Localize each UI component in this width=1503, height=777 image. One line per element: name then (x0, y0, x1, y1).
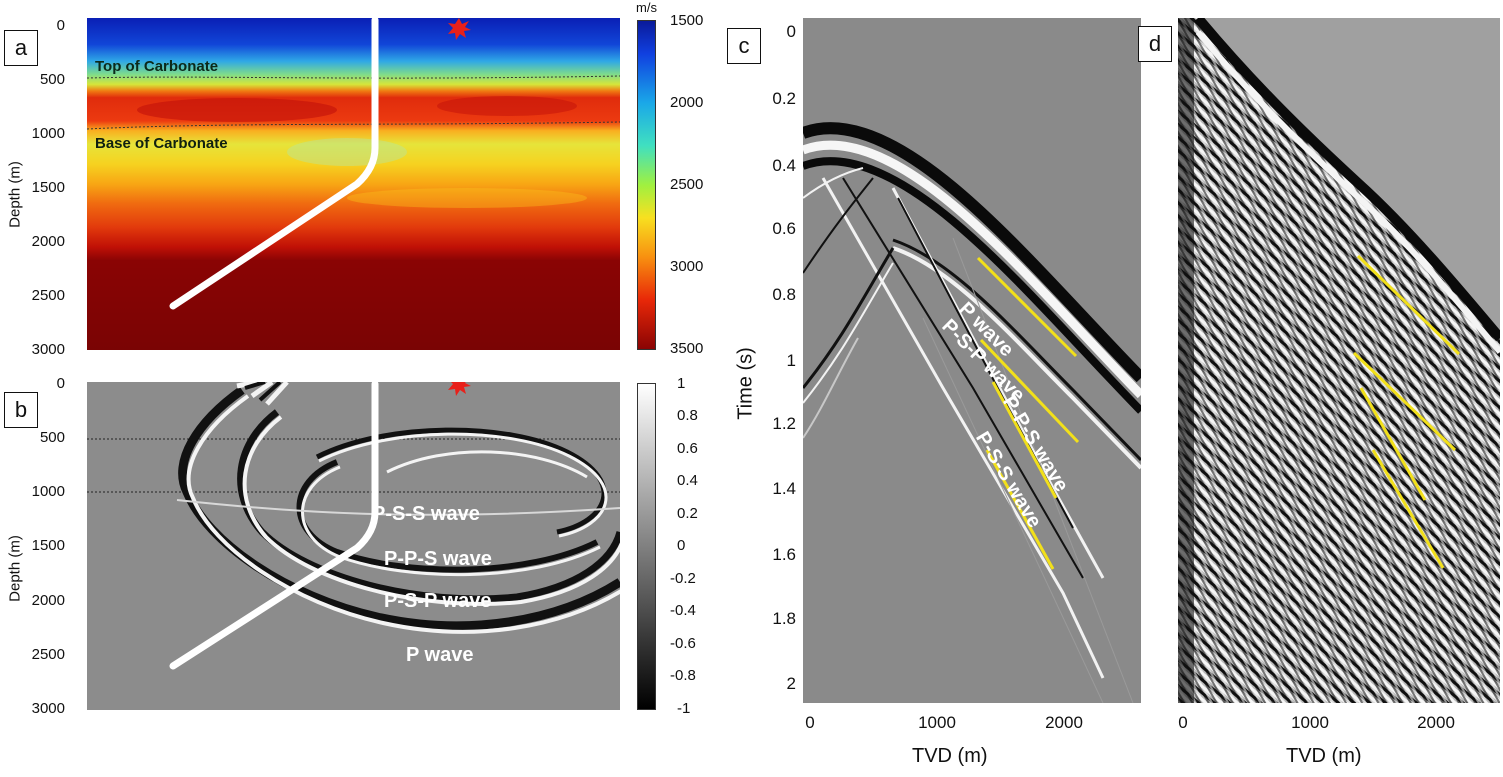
ytick: 2 (786, 674, 796, 693)
cbar-tick: -0.6 (670, 635, 696, 652)
cbar-tick: 0 (677, 537, 686, 554)
cbar-tick: 2000 (670, 94, 704, 111)
xtick: 2000 (1417, 713, 1455, 732)
source-star-icon (448, 382, 471, 396)
panel-b-wavefield: P-S-S wave P-P-S wave P-S-P wave P wave (87, 382, 620, 710)
ytick: 0.6 (772, 219, 796, 238)
ytick: 1.6 (772, 545, 796, 564)
horizon-base-label: Base of Carbonate (95, 135, 228, 152)
ytick: 1500 (31, 537, 65, 554)
wave-label-p: P wave (406, 644, 474, 666)
ytick: 0.4 (772, 156, 796, 175)
ytick: 0.2 (772, 89, 796, 108)
wave-label-psp: P-S-P wave (384, 590, 492, 612)
ytick: 1500 (31, 179, 65, 196)
cbar-tick: 1500 (670, 12, 704, 29)
ytick: 3000 (31, 341, 65, 358)
panel-c-xlabel: TVD (m) (912, 745, 988, 767)
cbar-tick: -0.8 (670, 667, 696, 684)
ytick: 0.8 (772, 285, 796, 304)
cbar-tick: 1 (677, 375, 686, 392)
xtick: 1000 (1291, 713, 1329, 732)
ytick: 1.2 (772, 414, 796, 433)
ytick: 0 (56, 375, 65, 392)
horizon-top-label: Top of Carbonate (95, 58, 219, 75)
xtick: 1000 (918, 713, 956, 732)
cbar-tick: 2500 (670, 176, 704, 193)
panel-c-label: c (727, 28, 761, 64)
panel-d-field-vsp (1178, 18, 1500, 703)
cbar-tick: 3000 (670, 258, 704, 275)
wave-label-pps: P-P-S wave (384, 548, 492, 570)
cbar-tick: 0.4 (677, 472, 698, 489)
ytick: 1.4 (772, 479, 796, 498)
xtick: 2000 (1045, 713, 1083, 732)
ytick: 0 (56, 17, 65, 34)
ytick: 500 (39, 429, 65, 446)
ytick: 1000 (31, 483, 65, 500)
ytick: 1 (786, 351, 796, 370)
source-star-icon (448, 18, 471, 40)
cbar-tick: -0.2 (670, 570, 696, 587)
ytick: 2500 (31, 646, 65, 663)
cbar-tick: 3500 (670, 340, 704, 357)
xtick: 0 (1178, 713, 1188, 732)
ytick: 2500 (31, 287, 65, 304)
panel-b-label: b (4, 392, 38, 428)
panel-d-label: d (1138, 26, 1172, 62)
ytick: 500 (39, 71, 65, 88)
cbar-tick: 0.2 (677, 505, 698, 522)
cbar-tick: 0.6 (677, 440, 698, 457)
ytick: 2000 (31, 233, 65, 250)
colorbar-b (637, 383, 656, 710)
ytick: 3000 (31, 700, 65, 717)
cbar-tick: 0.8 (677, 407, 698, 424)
cbar-tick: -1 (677, 700, 691, 717)
cbar-tick: -0.4 (670, 602, 696, 619)
colorbar-a-unit: m/s (636, 0, 657, 15)
ytick: 0 (786, 22, 796, 41)
ytick: 1000 (31, 125, 65, 142)
panel-a-label: a (4, 30, 38, 66)
wave-label-pss: P-S-S wave (372, 503, 480, 525)
panel-c-synthetic-vsp: P wave P-S-P wave P-P-S wave P-S-S wave (803, 18, 1141, 703)
xtick: 0 (805, 713, 815, 732)
ytick: 2000 (31, 592, 65, 609)
colorbar-a (637, 20, 656, 350)
panel-a-velocity-model: Top of Carbonate Base of Carbonate (87, 18, 620, 350)
panel-d-xlabel: TVD (m) (1286, 745, 1362, 767)
ytick: 1.8 (772, 609, 796, 628)
